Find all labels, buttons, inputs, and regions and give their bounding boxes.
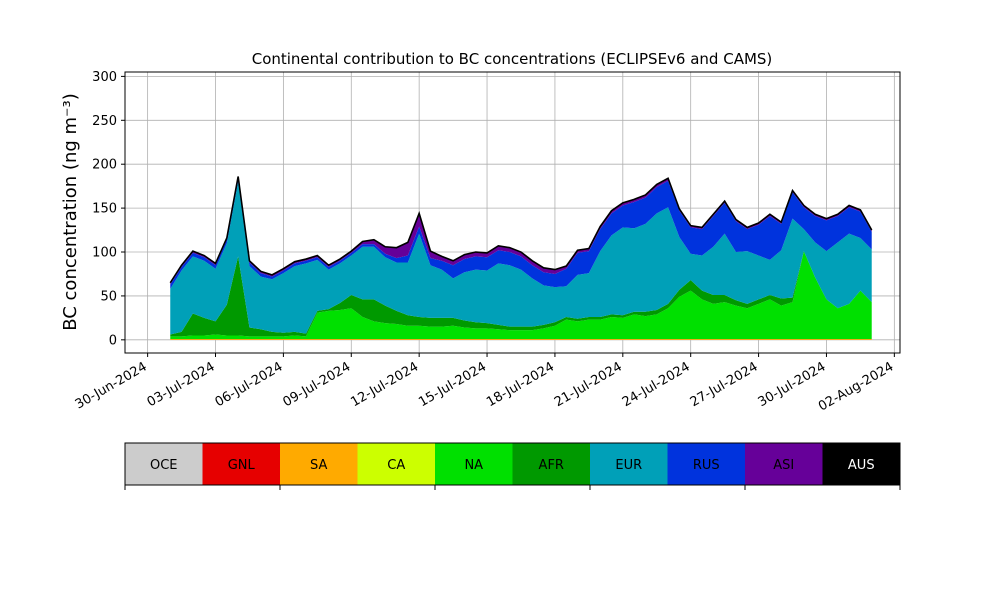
- legend-label-gnl: GNL: [228, 458, 256, 473]
- y-tick-label: 100: [92, 246, 117, 261]
- x-tick-label: 18-Jul-2024: [484, 359, 557, 410]
- series-area-sa: [170, 338, 872, 340]
- series-area-afr: [170, 251, 872, 337]
- legend-swatch-aus: [822, 443, 900, 485]
- x-tick-label: 24-Jul-2024: [620, 359, 693, 410]
- y-tick-label: 200: [92, 158, 117, 173]
- legend-colorbar: OCE GNL SA CA NA AFR EUR RUS ASI AUS: [124, 442, 901, 490]
- y-tick-label: 0: [109, 333, 117, 348]
- x-tick-label: 15-Jul-2024: [416, 359, 489, 410]
- legend-frame: [124, 442, 901, 486]
- series-area-rus: [170, 178, 872, 289]
- x-tick-label: 03-Jul-2024: [145, 359, 218, 410]
- series-area-eur: [170, 181, 872, 335]
- x-tick-label: 12-Jul-2024: [348, 359, 421, 410]
- plot-frame: [124, 71, 901, 354]
- legend-swatch-asi: [745, 443, 823, 485]
- x-tick-label: 30-Jun-2024: [73, 359, 150, 412]
- y-tick-label: 300: [92, 70, 117, 85]
- x-tick-label: 06-Jul-2024: [213, 359, 286, 410]
- legend-swatch-gnl: [202, 443, 280, 485]
- x-tick-label: 02-Aug-2024: [816, 359, 896, 414]
- legend-label-ca: CA: [387, 458, 405, 473]
- legend-swatch-eur: [590, 443, 668, 485]
- legend-swatch-oce: [125, 443, 203, 485]
- y-axis-label: BC concentration (ng m⁻³): [60, 93, 81, 331]
- y-tick-label: 150: [92, 202, 117, 217]
- legend-label-na: NA: [464, 458, 483, 473]
- x-tick-label: 27-Jul-2024: [688, 359, 761, 410]
- total-line: [169, 176, 873, 284]
- legend-label-asi: ASI: [773, 458, 794, 473]
- legend-label-sa: SA: [310, 458, 327, 473]
- legend-swatch-rus: [667, 443, 745, 485]
- legend-swatch-na: [435, 443, 513, 485]
- series-area-na: [170, 251, 872, 339]
- legend-swatch-afr: [512, 443, 590, 485]
- legend-label-afr: AFR: [539, 458, 564, 473]
- x-tick-label: 09-Jul-2024: [280, 359, 353, 410]
- legend-label-aus: AUS: [848, 458, 875, 473]
- y-tick-label: 250: [92, 114, 117, 129]
- legend-swatch-sa: [280, 443, 358, 485]
- chart-title: Continental contribution to BC concentra…: [252, 50, 773, 68]
- legend-swatch-ca: [357, 443, 435, 485]
- legend-label-eur: EUR: [615, 458, 642, 473]
- legend-label-oce: OCE: [150, 458, 178, 473]
- x-tick-label: 21-Jul-2024: [552, 359, 625, 410]
- y-tick-label: 50: [100, 289, 117, 304]
- series-areas: [169, 176, 873, 340]
- legend-label-rus: RUS: [693, 458, 720, 473]
